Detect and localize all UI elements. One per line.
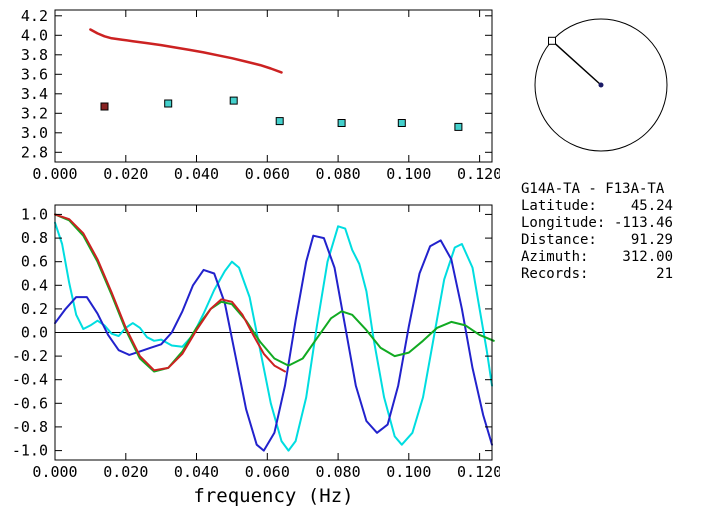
info-value-distance: 91.29 <box>630 232 673 248</box>
info-label-distance: Distance: <box>521 232 597 248</box>
info-value-records: 21 <box>656 266 673 282</box>
marker-measured-points <box>397 119 406 127</box>
y-tick-label: -1.0 <box>12 442 48 460</box>
correlation-chart: 0.000 0.020 0.040 0.060 0.080 0.100 0.120 -1.0 -… <box>12 204 500 507</box>
x-tick-label: 0.120 <box>457 463 500 481</box>
info-row-records: Records: 21 <box>521 266 673 283</box>
station-pair-title: G14A-TA - F13A-TA <box>521 181 665 197</box>
azimuth-dial <box>534 18 668 152</box>
y-tick-label: 0.4 <box>21 276 48 294</box>
x-tick-label: 0.040 <box>174 165 219 183</box>
marker-measured-points <box>164 99 173 108</box>
info-value-latitude: 45.24 <box>630 198 673 214</box>
marker-selected-point <box>100 102 109 111</box>
station-info-panel: G14A-TA - F13A-TA Latitude: 45.24 Longitud… <box>521 181 673 283</box>
dispersion-chart: 0.000 0.020 0.040 0.060 0.080 0.100 0.1202.83.… <box>21 7 500 183</box>
x-tick-label: 0.020 <box>103 463 148 481</box>
y-tick-label: -0.4 <box>12 371 48 389</box>
x-tick-label: 0.100 <box>386 165 431 183</box>
azimuth-circle <box>534 18 668 152</box>
x-axis-title: frequency (Hz) <box>193 485 353 507</box>
info-row-distance: Distance: 91.29 <box>521 232 673 249</box>
series-green-model <box>54 213 495 373</box>
station-info-rows: Latitude: 45.24 Longitude: -113.46 Distance:… <box>521 198 673 283</box>
info-label-latitude: Latitude: <box>521 198 597 214</box>
y-tick-label: -0.6 <box>12 394 48 412</box>
y-tick-label: 3.0 <box>21 124 48 142</box>
info-label-records: Records: <box>521 266 589 282</box>
x-tick-label: 0.120 <box>457 165 500 183</box>
y-tick-label: 0.0 <box>21 324 48 342</box>
y-tick-label: 0.2 <box>21 300 48 318</box>
x-tick-label: 0.040 <box>174 463 219 481</box>
marker-measured-points <box>229 96 238 105</box>
y-tick-label: 0.8 <box>21 229 48 247</box>
azimuth-endpoint-marker <box>548 36 556 45</box>
y-tick-label: 4.0 <box>21 26 48 44</box>
x-tick-label: 0.020 <box>103 165 148 183</box>
x-tick-label: 0.000 <box>32 463 77 481</box>
info-row-latitude: Latitude: 45.24 <box>521 198 673 215</box>
series-model-curve <box>89 28 283 74</box>
info-row-azimuth: Azimuth: 312.00 <box>521 249 673 266</box>
y-tick-label: 3.8 <box>21 46 48 64</box>
x-tick-label: 0.100 <box>386 463 431 481</box>
y-tick-label: 2.8 <box>21 143 48 161</box>
series-blue-correlation <box>54 234 493 452</box>
x-tick-label: 0.080 <box>316 165 361 183</box>
marker-measured-points <box>454 122 463 131</box>
y-tick-label: 3.2 <box>21 104 48 122</box>
series-cyan-correlation <box>54 221 493 452</box>
y-tick-label: 4.2 <box>21 7 48 25</box>
series-red-model <box>54 213 286 373</box>
info-label-longitude: Longitude: <box>521 215 606 231</box>
info-value-azimuth: 312.00 <box>622 249 673 265</box>
x-tick-label: 0.080 <box>316 463 361 481</box>
info-row-longitude: Longitude: -113.46 <box>521 215 673 232</box>
marker-measured-points <box>275 117 284 126</box>
y-tick-label: -0.2 <box>12 347 48 365</box>
y-tick-label: 1.0 <box>21 205 48 223</box>
y-tick-label: -0.8 <box>12 418 48 436</box>
info-label-azimuth: Azimuth: <box>521 249 589 265</box>
y-tick-label: 3.6 <box>21 65 48 83</box>
x-tick-label: 0.060 <box>245 463 290 481</box>
marker-measured-points <box>337 119 346 127</box>
x-tick-label: 0.060 <box>245 165 290 183</box>
x-tick-label: 0.000 <box>32 165 77 183</box>
y-tick-label: 0.6 <box>21 253 48 271</box>
y-tick-label: 3.4 <box>21 85 48 103</box>
dial-center-dot <box>598 82 604 88</box>
azimuth-line <box>551 40 602 86</box>
plot-box <box>54 9 493 163</box>
info-value-longitude: -113.46 <box>613 215 673 231</box>
